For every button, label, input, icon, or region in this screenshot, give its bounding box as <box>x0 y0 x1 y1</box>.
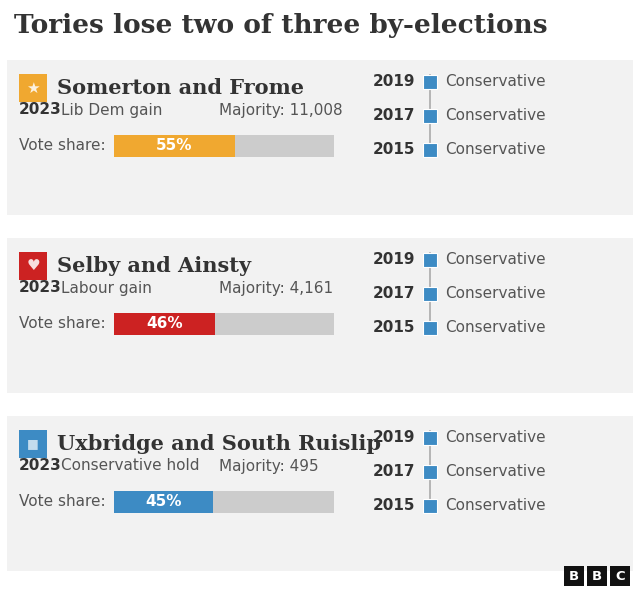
Text: 2015: 2015 <box>372 498 415 514</box>
Text: 2023: 2023 <box>19 458 61 473</box>
Bar <box>19 252 47 280</box>
Text: 2017: 2017 <box>372 464 415 480</box>
Text: 55%: 55% <box>156 138 193 154</box>
Text: Majority: 4,161: Majority: 4,161 <box>219 281 333 296</box>
Text: 2019: 2019 <box>372 74 415 89</box>
Text: 2023: 2023 <box>19 281 61 296</box>
Text: Conservative: Conservative <box>445 287 546 302</box>
Bar <box>114 313 215 335</box>
Text: 46%: 46% <box>147 316 183 331</box>
Text: Majority: 11,008: Majority: 11,008 <box>219 103 342 117</box>
Text: Vote share:: Vote share: <box>19 316 106 331</box>
Text: Uxbridge and South Ruislip: Uxbridge and South Ruislip <box>57 434 381 454</box>
Bar <box>7 238 633 393</box>
Bar <box>19 430 47 458</box>
Text: Conservative: Conservative <box>445 498 546 514</box>
Text: Vote share:: Vote share: <box>19 495 106 510</box>
Bar <box>114 313 334 335</box>
Text: Conservative: Conservative <box>445 74 546 89</box>
Bar <box>423 499 437 513</box>
Text: Conservative: Conservative <box>445 464 546 480</box>
Text: 2015: 2015 <box>372 321 415 336</box>
Bar <box>19 74 47 102</box>
Text: 2017: 2017 <box>372 287 415 302</box>
Bar <box>114 491 213 513</box>
Text: Conservative hold: Conservative hold <box>61 458 200 473</box>
Bar <box>423 287 437 301</box>
Text: 45%: 45% <box>145 495 182 510</box>
Text: 2023: 2023 <box>19 103 61 117</box>
Bar <box>114 491 334 513</box>
Text: Conservative: Conservative <box>445 430 546 445</box>
Bar <box>423 321 437 335</box>
Bar <box>423 143 437 157</box>
Text: Lib Dem gain: Lib Dem gain <box>61 103 163 117</box>
Bar <box>7 416 633 571</box>
Bar <box>564 566 584 586</box>
Text: Selby and Ainsty: Selby and Ainsty <box>57 256 251 276</box>
Text: B: B <box>569 570 579 582</box>
Text: Conservative: Conservative <box>445 253 546 268</box>
Text: Conservative: Conservative <box>445 142 546 157</box>
Text: Vote share:: Vote share: <box>19 138 106 154</box>
Text: Conservative: Conservative <box>445 108 546 123</box>
Text: Conservative: Conservative <box>445 321 546 336</box>
Text: Majority: 495: Majority: 495 <box>219 458 319 473</box>
Text: Tories lose two of three by-elections: Tories lose two of three by-elections <box>14 13 548 38</box>
Text: 2015: 2015 <box>372 142 415 157</box>
Text: ★: ★ <box>26 80 40 95</box>
Bar <box>423 431 437 445</box>
Bar <box>7 60 633 215</box>
Text: 2017: 2017 <box>372 108 415 123</box>
Text: 2019: 2019 <box>372 430 415 445</box>
Bar <box>587 566 607 586</box>
Bar <box>114 135 334 157</box>
Text: Labour gain: Labour gain <box>61 281 152 296</box>
Text: Somerton and Frome: Somerton and Frome <box>57 78 304 98</box>
Text: B: B <box>592 570 602 582</box>
Text: ■: ■ <box>27 437 39 451</box>
Bar <box>610 566 630 586</box>
Text: ♥: ♥ <box>26 259 40 274</box>
Text: 2019: 2019 <box>372 253 415 268</box>
Bar <box>423 253 437 267</box>
Bar <box>114 135 235 157</box>
Text: C: C <box>615 570 625 582</box>
Bar <box>423 75 437 89</box>
Bar <box>423 109 437 123</box>
Bar <box>423 465 437 479</box>
